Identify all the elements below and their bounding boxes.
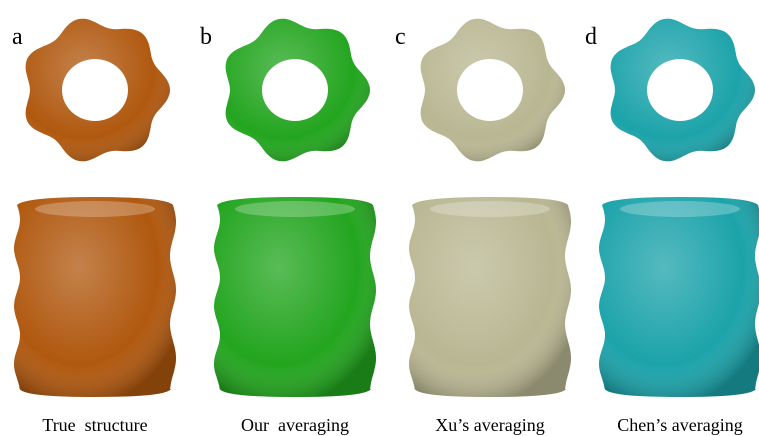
panel-letter: c: [395, 24, 406, 50]
top-view: [611, 19, 755, 162]
body-top: [235, 201, 355, 217]
panel-caption: Chen’s averaging: [617, 415, 742, 435]
side-view: [409, 197, 571, 397]
side-view: [214, 197, 376, 397]
ring-shade: [226, 19, 370, 162]
ring-shade: [421, 19, 565, 162]
body-top: [35, 201, 155, 217]
panel-caption: Xu’s averaging: [435, 415, 544, 435]
top-view: [26, 19, 170, 162]
side-view: [14, 197, 176, 397]
side-view: [599, 197, 759, 397]
figure: a True structure b Our averaging c Xu’s avera…: [0, 0, 759, 436]
body-top: [620, 201, 740, 217]
top-view: [421, 19, 565, 162]
body-shade: [409, 197, 571, 397]
body-shade: [214, 197, 376, 397]
panel-caption: True structure: [42, 415, 147, 435]
body-shade: [14, 197, 176, 397]
panel-letter: a: [12, 24, 23, 50]
panel-letter: b: [200, 24, 212, 50]
ring-shade: [611, 19, 755, 162]
top-view: [226, 19, 370, 162]
body-shade: [599, 197, 759, 397]
ring-shade: [26, 19, 170, 162]
panel-letter: d: [585, 24, 597, 50]
body-top: [430, 201, 550, 217]
panel-caption: Our averaging: [241, 415, 349, 435]
